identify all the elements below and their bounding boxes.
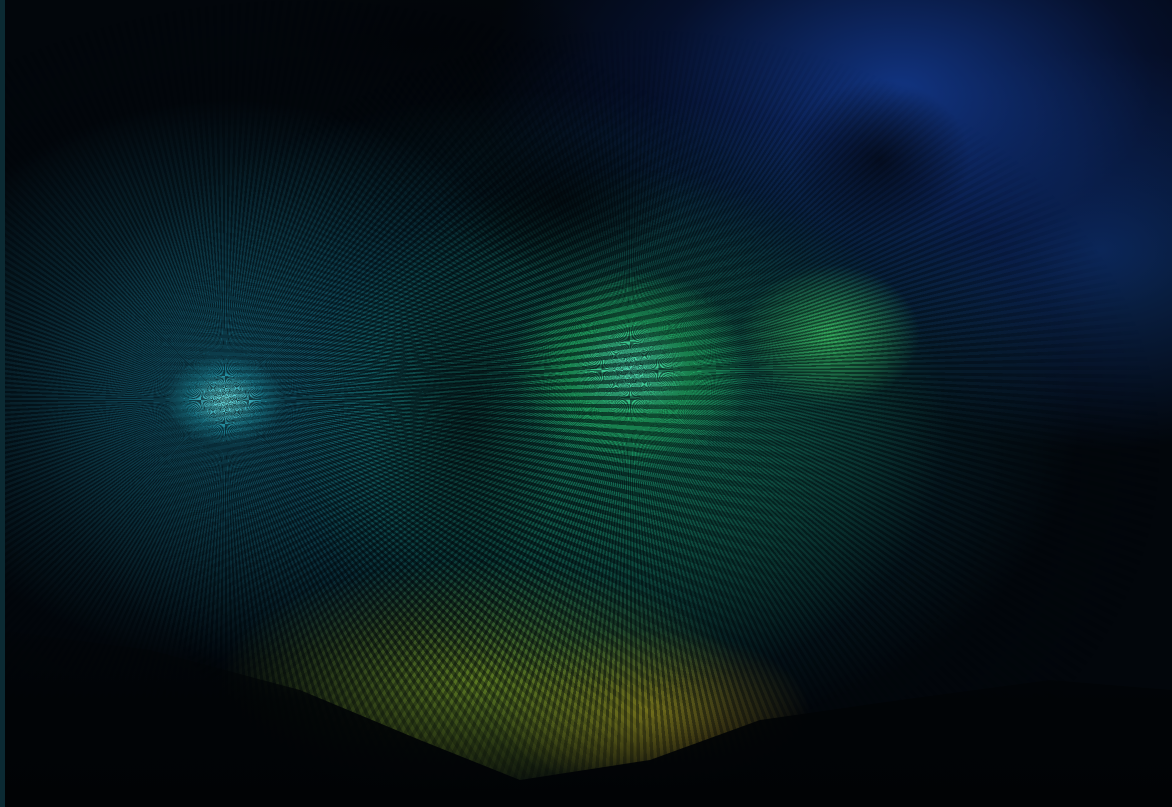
left-edge bbox=[0, 0, 5, 807]
